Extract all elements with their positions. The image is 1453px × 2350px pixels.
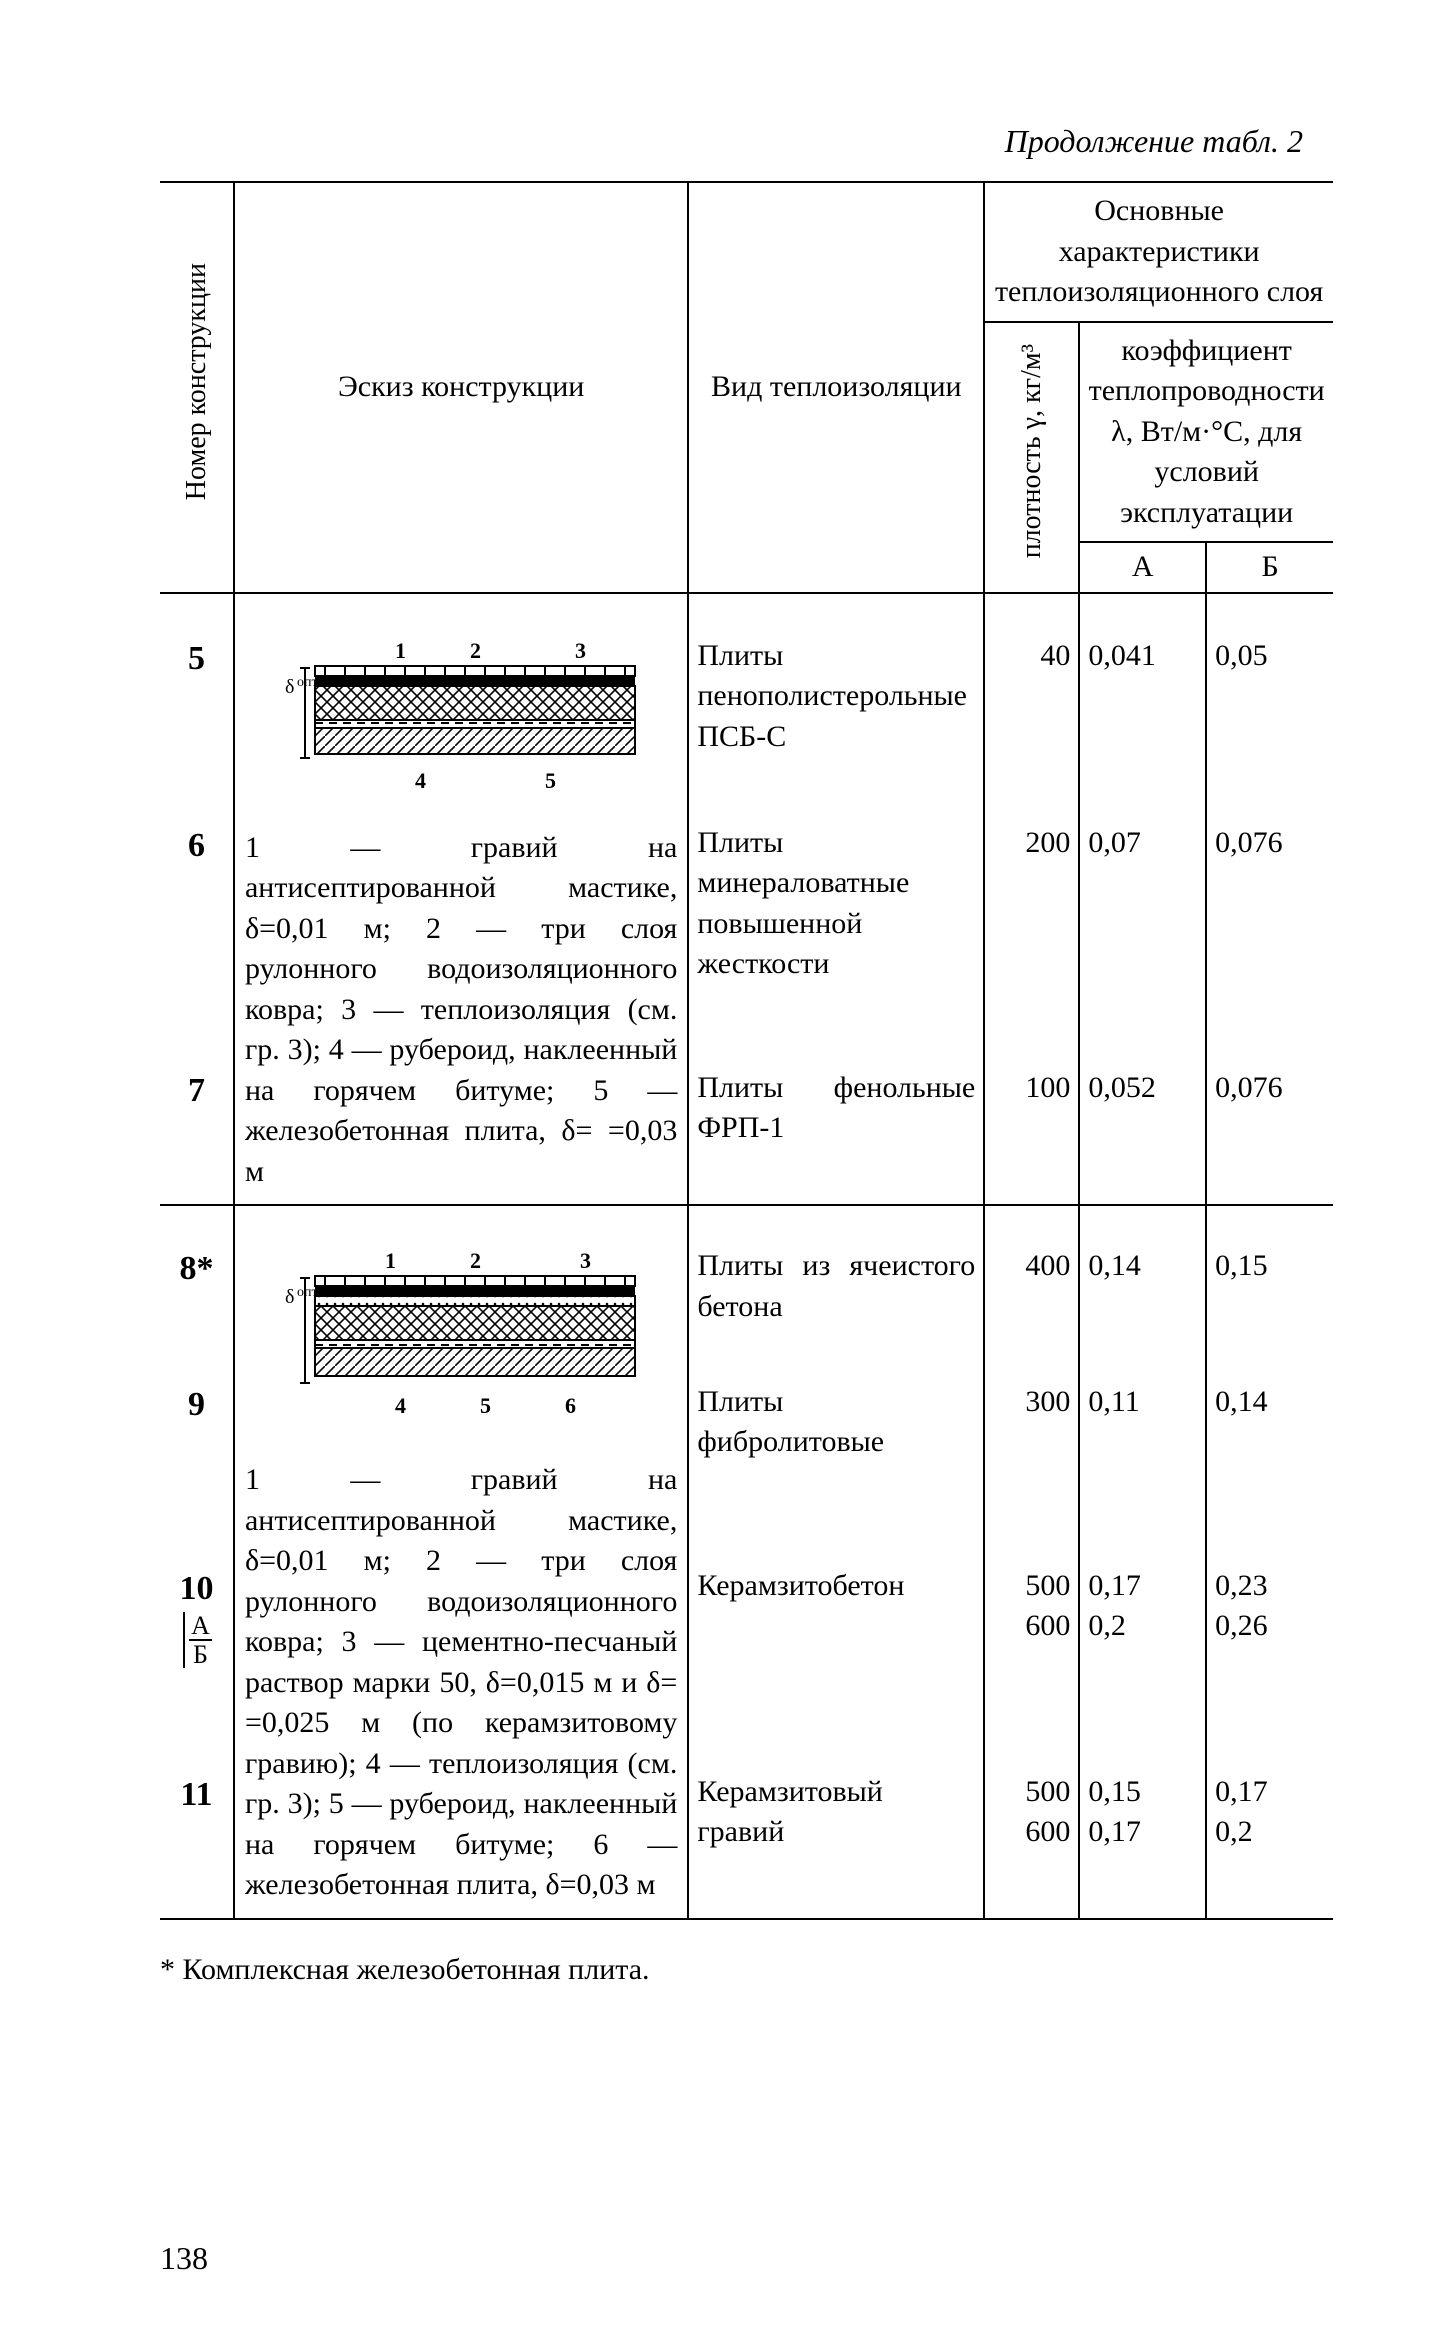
row7-num: 7 xyxy=(160,1064,234,1192)
table-continuation: Продолжение табл. 2 xyxy=(160,120,1303,163)
row9-den: 300 xyxy=(984,1378,1079,1514)
svg-text:δ: δ xyxy=(285,676,294,698)
row7-B: 0,076 xyxy=(1206,1064,1333,1192)
main-table: Номер конструкции Эскиз конструкции Вид … xyxy=(160,181,1333,1920)
svg-text:4: 4 xyxy=(415,768,426,793)
row10-den: 500600 xyxy=(984,1562,1079,1742)
row10-num: 10АБ xyxy=(160,1562,234,1742)
row7-ins: Плиты фенольные ФРП-1 xyxy=(688,1064,984,1192)
row9-ins: Плиты фибролитовые xyxy=(688,1378,984,1514)
row5-A: 0,041 xyxy=(1079,632,1206,819)
row10-ins: Керамзитобетон xyxy=(688,1562,984,1742)
row11-den: 500600 xyxy=(984,1742,1079,1919)
svg-text:3: 3 xyxy=(580,1248,591,1273)
row6-B: 0,076 xyxy=(1206,819,1333,1064)
header-A: А xyxy=(1079,542,1206,593)
row6-den: 200 xyxy=(984,819,1079,1064)
sketch1-legend: 1 — гравий на антисептированной мастике,… xyxy=(245,828,677,1193)
row10-B: 0,230,26 xyxy=(1206,1562,1333,1742)
row11-B: 0,170,2 xyxy=(1206,1742,1333,1919)
row8-A: 0,14 xyxy=(1079,1242,1206,1378)
row7-den: 100 xyxy=(984,1064,1079,1192)
row8-B: 0,15 xyxy=(1206,1242,1333,1378)
row9-A: 0,11 xyxy=(1079,1378,1206,1514)
footnote: * Комплексная железобетонная плита. xyxy=(160,1950,1333,1991)
row11-A: 0,150,17 xyxy=(1079,1742,1206,1919)
page-number: 138 xyxy=(160,2237,208,2280)
svg-text:1: 1 xyxy=(395,638,406,663)
row9-num: 9 xyxy=(160,1378,234,1514)
sketch1-cell: 1 2 3 δопт xyxy=(234,632,688,1206)
header-density: плотность γ, кг/м³ xyxy=(984,322,1079,593)
row8-den: 400 xyxy=(984,1242,1079,1378)
header-B: Б xyxy=(1206,542,1333,593)
sketch2-cell: 1 2 3 δопт xyxy=(234,1242,688,1919)
row5-den: 40 xyxy=(984,632,1079,819)
svg-text:δ: δ xyxy=(285,1286,294,1308)
row11-ins: Керамзитовый гравий xyxy=(688,1742,984,1919)
row5-ins: Плиты пенополистерольные ПСБ-С xyxy=(688,632,984,819)
svg-text:6: 6 xyxy=(565,1393,576,1418)
row5-B: 0,05 xyxy=(1206,632,1333,819)
sketch1-svg: 1 2 3 δопт xyxy=(245,638,655,818)
row6-num: 6 xyxy=(160,819,234,1064)
row10-A: 0,170,2 xyxy=(1079,1562,1206,1742)
svg-text:2: 2 xyxy=(470,638,481,663)
row6-A: 0,07 xyxy=(1079,819,1206,1064)
header-num: Номер конструкции xyxy=(160,182,234,593)
header-coef: коэффициент теплопроводности λ, Вт/м·°С,… xyxy=(1079,322,1333,543)
header-insulation: Вид теплоизоляции xyxy=(688,182,984,593)
sketch2-svg: 1 2 3 δопт xyxy=(245,1248,655,1448)
svg-text:5: 5 xyxy=(480,1393,491,1418)
row5-num: 5 xyxy=(160,632,234,819)
row6-ins: Плиты минераловатные повышенной жесткост… xyxy=(688,819,984,1064)
row7-A: 0,052 xyxy=(1079,1064,1206,1192)
svg-text:2: 2 xyxy=(470,1248,481,1273)
header-char-group: Основные характеристики теплоизоляционно… xyxy=(984,182,1333,322)
sketch2-legend: 1 — гравий на антисептированной мастике,… xyxy=(245,1460,677,1906)
row8-num: 8* xyxy=(160,1242,234,1378)
row9-B: 0,14 xyxy=(1206,1378,1333,1514)
row8-ins: Плиты из ячеистого бетона xyxy=(688,1242,984,1378)
row11-num: 11 xyxy=(160,1742,234,1919)
svg-text:4: 4 xyxy=(395,1393,406,1418)
svg-text:5: 5 xyxy=(545,768,556,793)
svg-text:3: 3 xyxy=(575,638,586,663)
header-sketch: Эскиз конструкции xyxy=(234,182,688,593)
svg-text:1: 1 xyxy=(385,1248,396,1273)
